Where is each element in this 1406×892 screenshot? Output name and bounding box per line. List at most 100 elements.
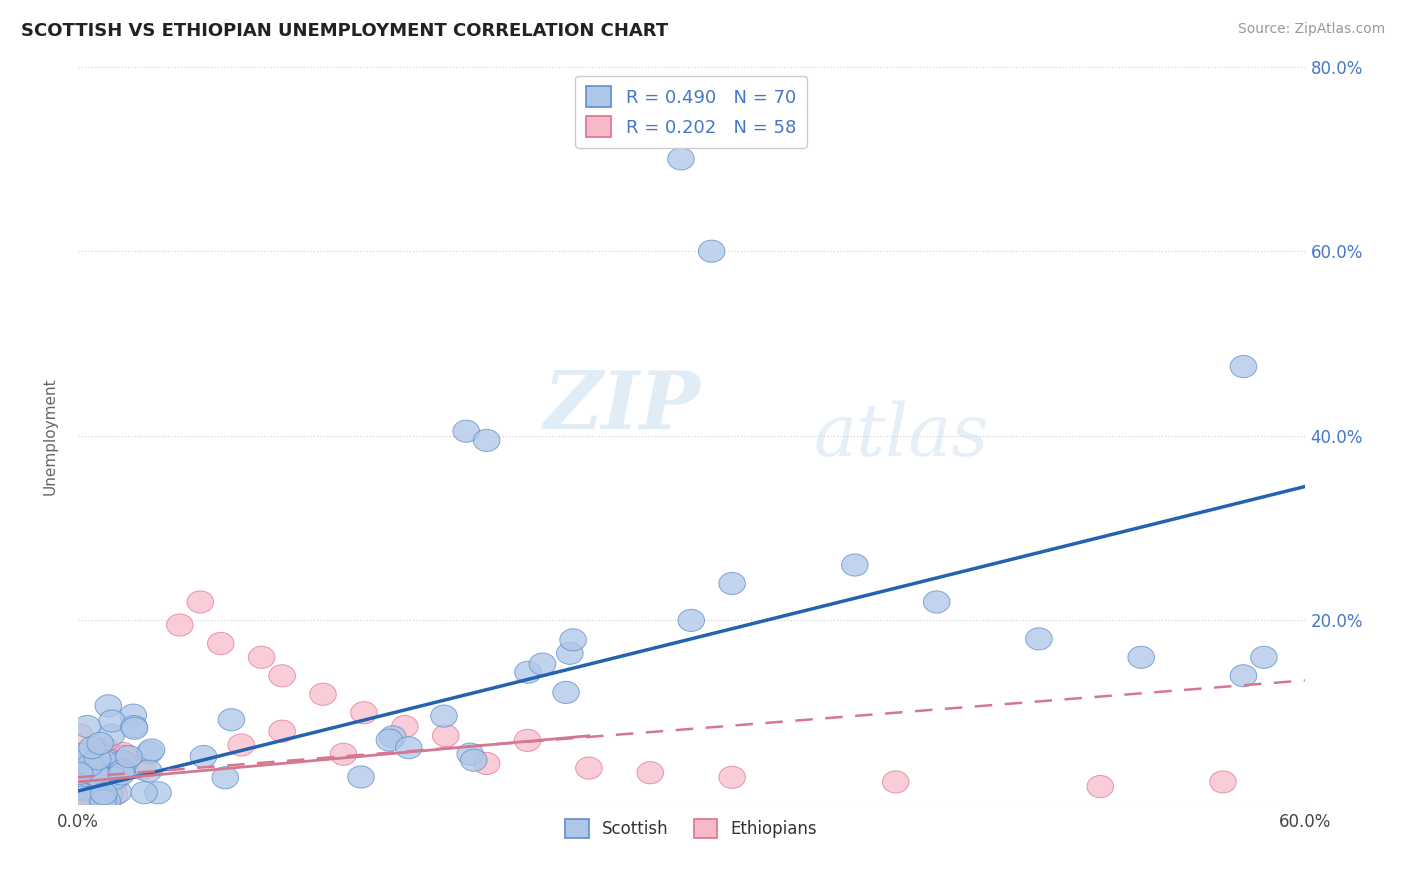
Ellipse shape: [249, 646, 276, 668]
Ellipse shape: [69, 755, 96, 777]
Ellipse shape: [474, 429, 501, 451]
Ellipse shape: [145, 781, 172, 804]
Ellipse shape: [1250, 646, 1277, 668]
Ellipse shape: [121, 717, 148, 739]
Ellipse shape: [82, 779, 108, 800]
Ellipse shape: [80, 755, 107, 776]
Ellipse shape: [79, 737, 105, 759]
Ellipse shape: [212, 766, 239, 789]
Ellipse shape: [107, 756, 134, 778]
Ellipse shape: [84, 765, 111, 788]
Ellipse shape: [69, 743, 96, 765]
Ellipse shape: [108, 763, 135, 785]
Ellipse shape: [377, 729, 402, 751]
Ellipse shape: [347, 766, 374, 788]
Ellipse shape: [678, 609, 704, 632]
Ellipse shape: [80, 779, 105, 801]
Ellipse shape: [330, 743, 357, 765]
Ellipse shape: [883, 771, 910, 793]
Ellipse shape: [101, 784, 128, 805]
Ellipse shape: [100, 775, 127, 797]
Ellipse shape: [1230, 356, 1257, 377]
Ellipse shape: [553, 681, 579, 704]
Ellipse shape: [66, 761, 93, 782]
Ellipse shape: [91, 750, 117, 772]
Ellipse shape: [718, 573, 745, 595]
Ellipse shape: [79, 775, 105, 797]
Ellipse shape: [69, 793, 96, 815]
Ellipse shape: [98, 764, 125, 786]
Ellipse shape: [269, 720, 295, 742]
Ellipse shape: [115, 746, 142, 768]
Ellipse shape: [89, 791, 115, 814]
Ellipse shape: [83, 778, 110, 800]
Ellipse shape: [515, 730, 541, 751]
Ellipse shape: [101, 767, 128, 789]
Ellipse shape: [138, 739, 165, 761]
Ellipse shape: [90, 777, 117, 799]
Ellipse shape: [82, 789, 108, 811]
Ellipse shape: [269, 665, 295, 687]
Ellipse shape: [350, 702, 377, 723]
Ellipse shape: [166, 614, 193, 636]
Ellipse shape: [96, 783, 122, 805]
Ellipse shape: [79, 762, 105, 784]
Ellipse shape: [93, 738, 120, 760]
Ellipse shape: [82, 754, 107, 776]
Ellipse shape: [84, 764, 111, 787]
Ellipse shape: [557, 642, 583, 665]
Ellipse shape: [84, 747, 111, 770]
Ellipse shape: [72, 778, 97, 800]
Ellipse shape: [77, 772, 103, 794]
Ellipse shape: [75, 792, 101, 814]
Ellipse shape: [560, 629, 586, 651]
Ellipse shape: [93, 766, 120, 789]
Ellipse shape: [136, 741, 163, 764]
Ellipse shape: [70, 779, 97, 801]
Text: SCOTTISH VS ETHIOPIAN UNEMPLOYMENT CORRELATION CHART: SCOTTISH VS ETHIOPIAN UNEMPLOYMENT CORRE…: [21, 22, 668, 40]
Ellipse shape: [77, 754, 103, 776]
Ellipse shape: [72, 754, 98, 776]
Ellipse shape: [842, 554, 868, 576]
Ellipse shape: [131, 781, 157, 804]
Ellipse shape: [69, 789, 96, 811]
Ellipse shape: [529, 653, 555, 675]
Ellipse shape: [430, 705, 457, 727]
Ellipse shape: [94, 790, 121, 813]
Ellipse shape: [699, 240, 725, 262]
Ellipse shape: [1025, 628, 1052, 650]
Ellipse shape: [457, 743, 484, 765]
Ellipse shape: [924, 591, 950, 613]
Ellipse shape: [76, 748, 103, 771]
Ellipse shape: [89, 765, 115, 788]
Ellipse shape: [120, 704, 146, 726]
Ellipse shape: [129, 757, 156, 780]
Ellipse shape: [66, 723, 93, 746]
Ellipse shape: [98, 724, 125, 746]
Ellipse shape: [474, 752, 501, 774]
Ellipse shape: [1209, 771, 1236, 793]
Ellipse shape: [67, 768, 94, 790]
Ellipse shape: [96, 749, 121, 772]
Legend: Scottish, Ethiopians: Scottish, Ethiopians: [558, 812, 824, 845]
Ellipse shape: [228, 734, 254, 756]
Ellipse shape: [89, 742, 115, 764]
Ellipse shape: [1087, 775, 1114, 797]
Ellipse shape: [309, 683, 336, 706]
Ellipse shape: [107, 761, 134, 783]
Ellipse shape: [190, 746, 217, 767]
Ellipse shape: [69, 756, 96, 778]
Text: ZIP: ZIP: [544, 368, 700, 445]
Ellipse shape: [111, 745, 138, 767]
Ellipse shape: [391, 715, 418, 738]
Ellipse shape: [395, 737, 422, 759]
Ellipse shape: [453, 420, 479, 442]
Ellipse shape: [98, 710, 125, 732]
Ellipse shape: [1230, 665, 1257, 687]
Text: Source: ZipAtlas.com: Source: ZipAtlas.com: [1237, 22, 1385, 37]
Ellipse shape: [208, 632, 233, 655]
Ellipse shape: [75, 762, 101, 784]
Ellipse shape: [135, 760, 162, 782]
Ellipse shape: [115, 748, 142, 771]
Ellipse shape: [66, 763, 93, 784]
